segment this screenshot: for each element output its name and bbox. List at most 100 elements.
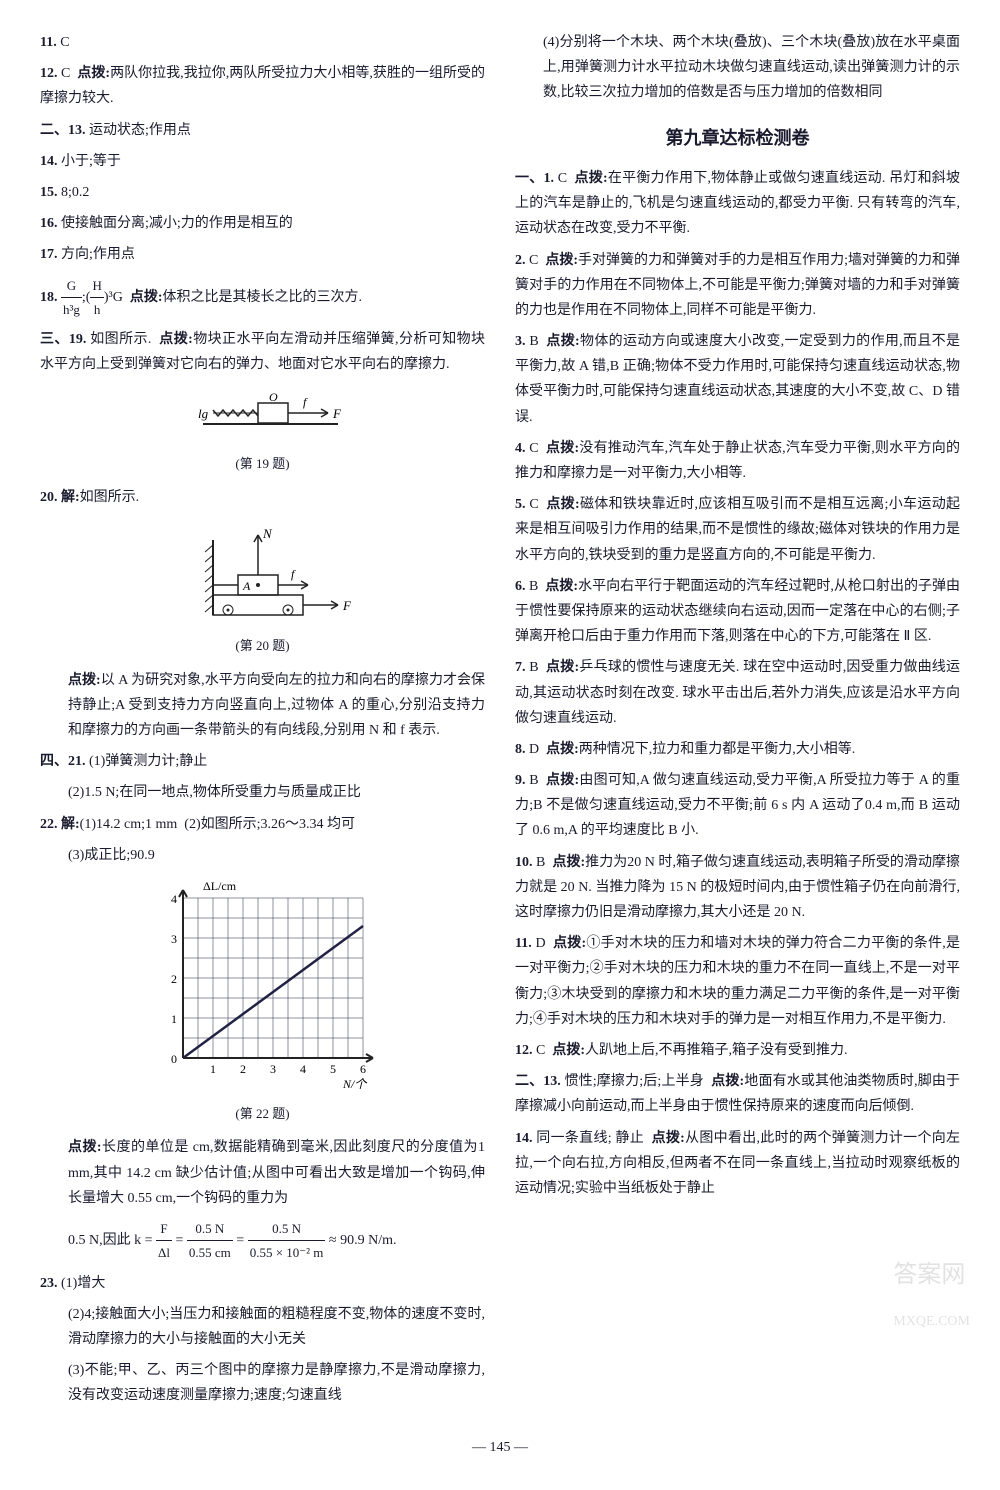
q18-num: 18. [40, 290, 58, 305]
r-q8-num: 8. [515, 742, 526, 757]
r-q6: 6. B 点拨:水平向右平行于靶面运动的汽车经过靶时,从枪口射出的子弹由于惯性要… [515, 574, 960, 650]
r-q8-ans: D [529, 742, 539, 757]
kfrac3: 0.5 N0.55 × 10⁻² m [248, 1217, 326, 1265]
r-q11-ans: D [535, 936, 545, 951]
kf3d: 0.55 × 10⁻² m [248, 1241, 326, 1264]
r-q7-ans: B [529, 660, 538, 675]
fig20-f: f [291, 567, 296, 581]
r-q3-num: 3. [515, 334, 526, 349]
q15-num: 15. [40, 185, 58, 200]
r-q10-hl: 点拨: [552, 855, 585, 870]
r-q1-hl: 点拨: [575, 171, 608, 186]
r-q10-num: 10. [515, 855, 533, 870]
kf1d: Δl [156, 1241, 172, 1264]
r-q4-ans: C [529, 441, 538, 456]
r-q12-hint: 人趴地上后,不再推箱子,箱子没有受到推力. [585, 1043, 848, 1058]
page-number: — 145 — [40, 1435, 960, 1460]
r-q9: 9. B 点拨:由图可知,A 做匀速直线运动,受力平衡,A 所受拉力等于 A 的… [515, 768, 960, 844]
r-q10-ans: B [536, 855, 545, 870]
kf2n: 0.5 N [187, 1217, 233, 1241]
r-q9-hl: 点拨: [546, 773, 579, 788]
r-q4-hl: 点拨: [546, 441, 579, 456]
frac2: Hh [90, 274, 103, 322]
q14-ans: 小于;等于 [61, 154, 121, 169]
sec4-label: 四、21. [40, 754, 86, 769]
kfrac1: FΔl [156, 1217, 172, 1265]
r-q14: 14. 同一条直线; 静止 点拨:从图中看出,此时的两个弹簧测力计一个向左拉,一… [515, 1126, 960, 1202]
r-q13-ans: 惯性;摩擦力;后;上半身 [564, 1074, 703, 1089]
q22-c: (3)成正比;90.9 [40, 843, 485, 868]
frac1-den: h³g [61, 298, 82, 321]
q11-ans: C [60, 35, 69, 50]
r-q7-num: 7. [515, 660, 526, 675]
frac1: Gh³g [61, 274, 82, 322]
svg-text:1: 1 [171, 1012, 177, 1026]
r-q12: 12. C 点拨:人趴地上后,不再推箱子,箱子没有受到推力. [515, 1038, 960, 1063]
eq2: = [236, 1233, 244, 1248]
q13-ans: 运动状态;作用点 [89, 123, 191, 138]
q12-hint-label: 点拨: [77, 66, 110, 81]
r-q3-hint: 物体的运动方向或速度大小改变,一定受到力的作用,而且不是平衡力,故 A 错,B … [515, 334, 960, 425]
q16-num: 16. [40, 216, 58, 231]
q18-sep: ;( [82, 290, 91, 305]
fig20-N: N [262, 526, 273, 541]
r-q2-ans: C [529, 253, 538, 268]
r-q11-hl: 点拨: [553, 936, 586, 951]
fig22-xlabel: N/个 [342, 1077, 367, 1091]
r-q12-num: 12. [515, 1043, 533, 1058]
r-q5-ans: C [529, 497, 538, 512]
q23: 23. (1)增大 [40, 1271, 485, 1296]
r-q9-ans: B [529, 773, 538, 788]
q19-hint-label: 点拨: [159, 332, 193, 347]
r-q4: 4. C 点拨:没有推动汽车,汽车处于静止状态,汽车受力平衡,则水平方向的推力和… [515, 436, 960, 486]
q22-result: ≈ 90.9 N/m. [329, 1233, 397, 1248]
fig22-ylabel: ΔL/cm [203, 879, 237, 893]
r-q5-hint: 磁体和铁块靠近时,应该相互吸引而不是相互远离;小车运动起来是相互间吸引力作用的结… [515, 497, 960, 562]
fig20-caption: (第 20 题) [40, 634, 485, 657]
svg-text:3: 3 [171, 932, 177, 946]
q23-d: (4)分别将一个木块、两个木块(叠放)、三个木块(叠放)放在水平桌面上,用弹簧测… [515, 30, 960, 106]
fig20-A: A [242, 579, 251, 593]
q11-num: 11. [40, 35, 57, 50]
fig19-f: f [303, 395, 308, 409]
q23-b-text: (2)4;接触面大小;当压力和接触面的粗糙程度不变,物体的速度不变时,滑动摩擦力… [68, 1307, 485, 1347]
r-q4-num: 4. [515, 441, 526, 456]
q19: 三、19. 如图所示. 点拨:物块正水平向左滑动并压缩弹簧,分析可知物块水平方向… [40, 327, 485, 377]
r-q6-hint: 水平向右平行于靶面运动的汽车经过靶时,从枪口射出的子弹由于惯性要保持原来的运动状… [515, 579, 960, 644]
r-q13-hl: 点拨: [711, 1074, 744, 1089]
r-q1-ans: C [558, 171, 567, 186]
q17: 17. 方向;作用点 [40, 242, 485, 267]
r-q5: 5. C 点拨:磁体和铁块靠近时,应该相互吸引而不是相互远离;小车运动起来是相互… [515, 492, 960, 568]
q20: 20. 解:如图所示. [40, 485, 485, 510]
q20-hint-label: 点拨: [68, 673, 101, 688]
r-q6-ans: B [529, 579, 538, 594]
chapter9-title: 第九章达标检测卷 [515, 122, 960, 154]
kfrac2: 0.5 N0.55 cm [187, 1217, 233, 1265]
q17-num: 17. [40, 247, 58, 262]
q23-c-text: (3)不能;甲、乙、丙三个图中的摩擦力是静摩擦力,不是滑动摩擦力,没有改变运动速… [68, 1363, 485, 1403]
fig19-container: lg O f F (第 19 题) [40, 388, 485, 475]
fig20-F: F [342, 598, 352, 613]
q23-a: (1)增大 [61, 1276, 105, 1291]
q21-1-ans: (1)弹簧测力计;静止 [89, 754, 207, 769]
r-q2-num: 2. [515, 253, 526, 268]
q15: 15. 8;0.2 [40, 180, 485, 205]
svg-text:6: 6 [360, 1062, 366, 1076]
q12-num: 12. [40, 66, 58, 81]
q22-label: 解: [61, 817, 80, 832]
sec2-label: 二、13. [40, 123, 86, 138]
r-q11-num: 11. [515, 936, 532, 951]
r-sec1: 一、1. [515, 171, 554, 186]
svg-text:4: 4 [171, 892, 177, 906]
r-q4-hint: 没有推动汽车,汽车处于静止状态,汽车受力平衡,则水平方向的推力和摩擦力是一对平衡… [515, 441, 960, 481]
r-q1: 一、1. C 点拨:在平衡力作用下,物体静止或做匀速直线运动. 吊灯和斜坡上的汽… [515, 166, 960, 242]
frac2-num: H [90, 274, 103, 298]
frac2-den: h [90, 298, 103, 321]
q18-hint-label: 点拨: [130, 290, 163, 305]
svg-text:2: 2 [171, 972, 177, 986]
q11: 11. C [40, 30, 485, 55]
svg-text:5: 5 [330, 1062, 336, 1076]
q20-label: 解: [61, 490, 80, 505]
fig20-container: A N f F (第 20 题) [40, 520, 485, 657]
kf2d: 0.55 cm [187, 1241, 233, 1264]
